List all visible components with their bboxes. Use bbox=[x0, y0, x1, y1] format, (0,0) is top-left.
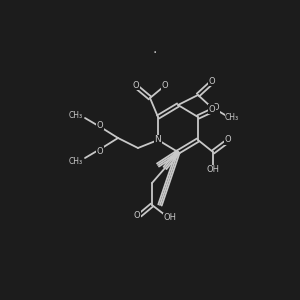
Text: O: O bbox=[213, 103, 219, 112]
Text: O: O bbox=[134, 211, 140, 220]
Text: O: O bbox=[133, 80, 139, 89]
Text: CH₃: CH₃ bbox=[225, 113, 239, 122]
Text: CH₃: CH₃ bbox=[69, 157, 83, 166]
Text: CH₃: CH₃ bbox=[69, 110, 83, 119]
Text: O: O bbox=[97, 121, 103, 130]
Text: O: O bbox=[209, 104, 215, 113]
Text: O: O bbox=[225, 136, 231, 145]
Text: O: O bbox=[97, 146, 103, 155]
Text: ·: · bbox=[153, 46, 157, 60]
Text: OH: OH bbox=[164, 214, 176, 223]
Text: O: O bbox=[162, 80, 168, 89]
Text: O: O bbox=[209, 76, 215, 85]
Text: N: N bbox=[154, 136, 161, 145]
Text: OH: OH bbox=[206, 166, 220, 175]
